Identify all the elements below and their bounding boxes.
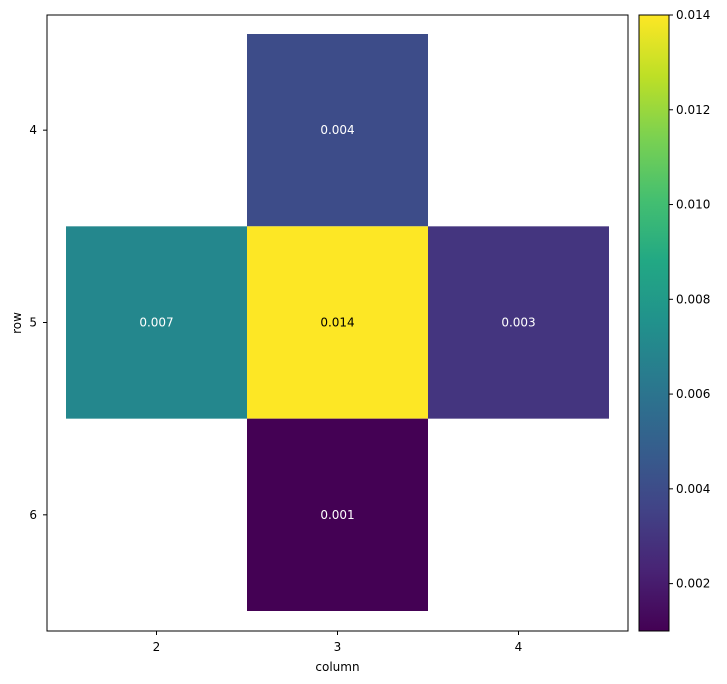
cell-value-label: 0.003 (501, 315, 535, 329)
heatmap-cell-r5-c3 (247, 226, 428, 419)
cell-value-label: 0.014 (320, 315, 354, 329)
x-tick-label: 4 (515, 640, 523, 654)
x-tick-label: 3 (334, 640, 342, 654)
colorbar-tick-label: 0.002 (676, 577, 710, 591)
heatmap-cell-r4-c3 (247, 34, 428, 227)
colorbar-tick-label: 0.008 (676, 292, 710, 306)
cell-value-label: 0.004 (320, 123, 354, 137)
colorbar-tick-label: 0.014 (676, 8, 710, 22)
colorbar-tick-label: 0.012 (676, 103, 710, 117)
cell-value-label: 0.007 (139, 315, 173, 329)
heatmap-cell-labels: 0.004 0.007 0.014 0.003 0.001 (139, 123, 535, 522)
x-axis-label: column (315, 660, 359, 674)
colorbar-tick-label: 0.006 (676, 387, 710, 401)
colorbar-tick-label: 0.010 (676, 198, 710, 212)
heatmap-cell-r5-c4 (428, 226, 609, 419)
y-tick-label: 4 (29, 123, 37, 137)
heatmap-cells (66, 34, 609, 611)
colorbar-tick-label: 0.004 (676, 482, 710, 496)
y-tick-label: 5 (29, 315, 37, 329)
cell-value-label: 0.001 (320, 508, 354, 522)
y-tick-label: 6 (29, 508, 37, 522)
y-axis-ticks: 4 5 6 (29, 123, 47, 522)
heatmap-cell-r6-c3 (247, 418, 428, 611)
colorbar (638, 14, 670, 632)
colorbar-ticks: 0.002 0.004 0.006 0.008 0.010 0.012 0.014 (669, 8, 710, 591)
x-axis-ticks: 2 3 4 (153, 631, 523, 654)
y-axis-label: row (10, 312, 24, 334)
heatmap-cell-r5-c2 (66, 226, 247, 419)
x-tick-label: 2 (153, 640, 161, 654)
